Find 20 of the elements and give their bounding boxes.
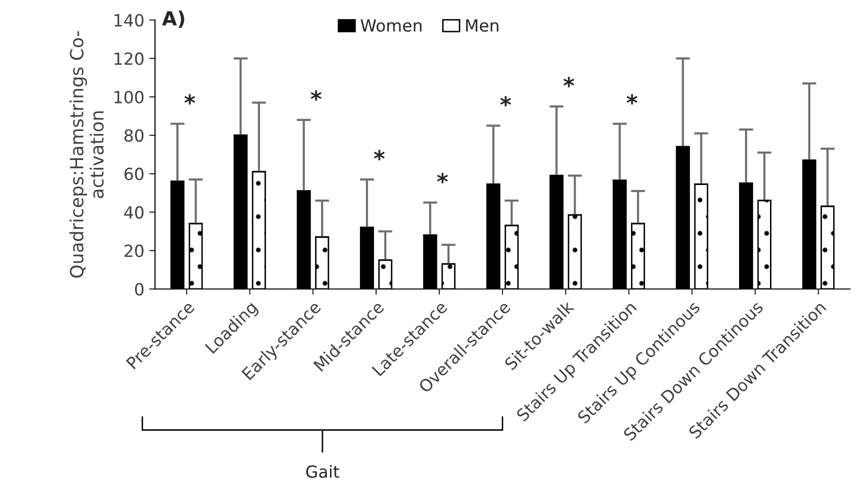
annotation: * [626, 94, 638, 104]
annotation: * [563, 76, 574, 88]
y-tick-label: 100 [114, 90, 144, 104]
legend-label: Men [466, 19, 498, 32]
annotation: * [500, 96, 512, 106]
legend-label: Women [360, 19, 422, 32]
annotation: * [310, 90, 322, 101]
annotation: * [374, 150, 385, 160]
y-tick-label: 40 [124, 206, 144, 219]
y-tick-label: 60 [124, 168, 144, 180]
y-tick-label: 80 [124, 129, 144, 142]
annotation: * [437, 172, 448, 184]
text: Gait [306, 465, 340, 478]
annotation: * [184, 94, 196, 104]
y-axis-title: Quadriceps:Hamstrings Co- activation [70, 31, 104, 278]
y-tick-label: 20 [124, 244, 144, 258]
y-tick-label: 0 [135, 282, 144, 296]
chart-title: A) [162, 10, 184, 28]
y-tick-label: 120 [114, 52, 144, 65]
y-tick-label: 140 [114, 14, 144, 27]
